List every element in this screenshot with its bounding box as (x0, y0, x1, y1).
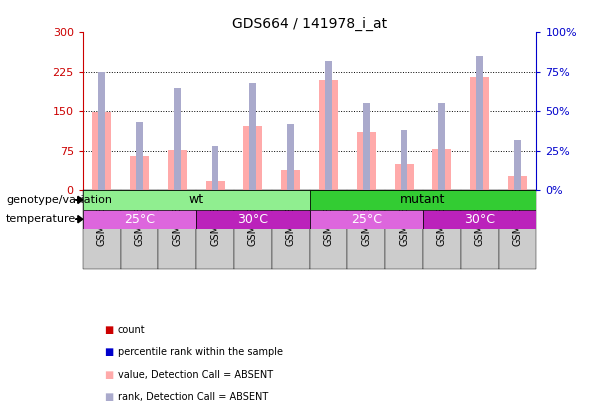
Bar (461, 190, 498, 269)
Text: ■: ■ (104, 392, 113, 402)
Bar (498, 190, 536, 269)
Bar (83, 209, 196, 229)
Text: 25°C: 25°C (124, 213, 155, 226)
Bar (348, 190, 385, 269)
Bar (98, 72, 105, 190)
Bar (423, 190, 461, 269)
Bar (363, 103, 370, 190)
Bar (287, 124, 294, 190)
Bar (92, 112, 111, 190)
Bar (319, 80, 338, 190)
Text: ■: ■ (104, 325, 113, 335)
Bar (476, 56, 483, 190)
Bar (243, 126, 262, 190)
Bar (234, 190, 272, 269)
Bar (83, 190, 121, 269)
Text: wt: wt (189, 193, 204, 207)
Text: value, Detection Call = ABSENT: value, Detection Call = ABSENT (118, 370, 273, 379)
Text: temperature: temperature (6, 214, 77, 224)
Bar (136, 122, 143, 190)
Bar (470, 77, 489, 190)
Text: percentile rank within the sample: percentile rank within the sample (118, 347, 283, 357)
Bar (310, 209, 423, 229)
Bar (432, 149, 451, 190)
Title: GDS664 / 141978_i_at: GDS664 / 141978_i_at (232, 17, 387, 31)
Bar (438, 103, 445, 190)
Text: rank, Detection Call = ABSENT: rank, Detection Call = ABSENT (118, 392, 268, 402)
Text: 25°C: 25°C (351, 213, 382, 226)
Bar (272, 190, 310, 269)
Bar (121, 190, 158, 269)
Bar (249, 83, 256, 190)
Bar (281, 170, 300, 190)
Bar (196, 209, 310, 229)
Bar (310, 190, 536, 209)
Bar (83, 190, 310, 209)
Text: ■: ■ (104, 370, 113, 379)
Text: 30°C: 30°C (464, 213, 495, 226)
Bar (385, 190, 423, 269)
Text: 30°C: 30°C (237, 213, 268, 226)
Bar (514, 140, 521, 190)
Bar (395, 164, 414, 190)
Bar (508, 175, 527, 190)
Bar (357, 132, 376, 190)
Bar (325, 61, 332, 190)
Bar (174, 87, 181, 190)
Bar (423, 209, 536, 229)
Text: count: count (118, 325, 145, 335)
Bar (196, 190, 234, 269)
Bar (211, 146, 218, 190)
Text: mutant: mutant (400, 193, 446, 207)
Bar (205, 181, 224, 190)
Bar (130, 156, 149, 190)
Bar (168, 150, 187, 190)
Bar (158, 190, 196, 269)
Text: genotype/variation: genotype/variation (6, 195, 112, 205)
Text: ■: ■ (104, 347, 113, 357)
Bar (401, 130, 408, 190)
Bar (310, 190, 348, 269)
